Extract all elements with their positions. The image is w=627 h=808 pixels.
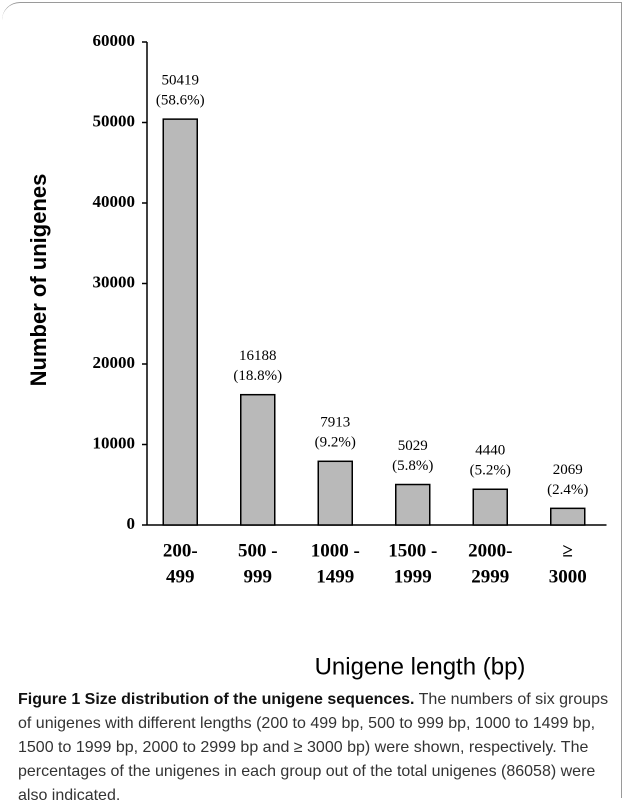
value-label: 50419 xyxy=(162,73,200,89)
caption-label: Figure 1 Size distribution of the unigen… xyxy=(18,691,415,708)
caption: Figure 1 Size distribution of the unigen… xyxy=(18,688,618,808)
x-tick-label: 1000 - xyxy=(311,540,360,561)
figure-frame xyxy=(2,2,622,798)
chart: Unigene length (bp) Number of unigenes 0… xyxy=(26,31,607,680)
x-tick-label: 999 xyxy=(244,566,273,587)
y-axis-label: Number of unigenes xyxy=(26,174,51,387)
bar xyxy=(472,488,508,526)
x-tick-label: 499 xyxy=(166,566,195,587)
value-label: 2069 xyxy=(553,462,583,478)
y-tick-label: 50000 xyxy=(93,111,136,130)
percent-label: (5.2%) xyxy=(470,463,511,479)
x-tick-label: 1999 xyxy=(394,566,432,587)
x-tick-label: 1500 - xyxy=(388,540,437,561)
y-tick-label: 20000 xyxy=(93,353,136,372)
caption-text: The numbers of six groups of unigenes wi… xyxy=(18,691,609,804)
value-label: 7913 xyxy=(320,415,350,431)
x-tick-label: 3000 xyxy=(549,566,587,587)
y-tick-label: 60000 xyxy=(93,31,136,50)
y-tick-label: 10000 xyxy=(93,433,136,452)
x-tick-label: 2000- xyxy=(468,540,512,561)
percent-label: (18.8%) xyxy=(233,368,282,384)
x-tick-label: 2999 xyxy=(471,566,509,587)
percent-label: (5.8%) xyxy=(392,458,433,474)
percent-label: (2.4%) xyxy=(547,482,588,498)
percent-label: (9.2%) xyxy=(315,435,356,451)
y-tick-label: 40000 xyxy=(93,192,136,211)
value-label: 5029 xyxy=(398,438,428,454)
x-tick-label: 1499 xyxy=(316,566,354,587)
bar xyxy=(317,460,353,526)
bar xyxy=(395,483,431,526)
value-label: 4440 xyxy=(475,443,505,459)
y-tick-label: 30000 xyxy=(93,272,136,291)
percent-label: (58.6%) xyxy=(156,93,205,109)
bar xyxy=(162,118,198,526)
x-axis-label: Unigene length (bp) xyxy=(315,653,526,680)
bar xyxy=(550,507,586,526)
y-tick-label: 0 xyxy=(127,514,136,533)
x-tick-label: ≥ xyxy=(563,540,573,561)
bar xyxy=(240,393,276,526)
x-tick-label: 200- xyxy=(163,540,198,561)
x-tick-label: 500 - xyxy=(238,540,278,561)
value-label: 16188 xyxy=(239,348,277,364)
